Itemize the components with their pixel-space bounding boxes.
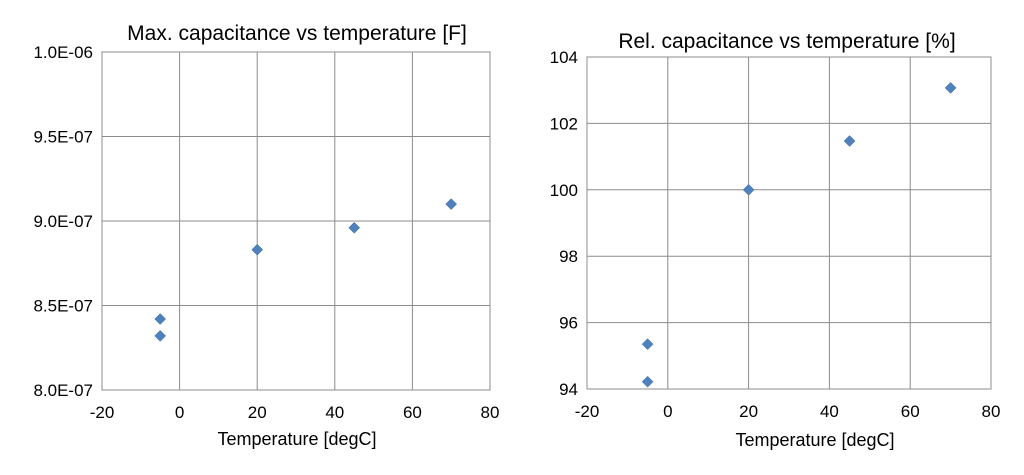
y-tick-labels: 94 96 98 100 102 104 bbox=[550, 48, 578, 399]
x-tick-labels: -20 0 20 40 60 80 bbox=[575, 402, 1001, 421]
plot-frame bbox=[586, 56, 992, 390]
data-point bbox=[843, 135, 856, 147]
data-point bbox=[742, 183, 755, 196]
y-tick-label: 104 bbox=[550, 48, 578, 67]
data-point bbox=[641, 375, 654, 388]
chart-title: Rel. capacitance vs temperature [%] bbox=[618, 30, 955, 53]
x-tick-labels: -20 0 20 40 60 80 bbox=[90, 403, 500, 422]
x-tick-label: 20 bbox=[739, 402, 758, 421]
data-point bbox=[944, 82, 957, 94]
data-points bbox=[154, 198, 458, 342]
y-tick-label: 8.0E-07 bbox=[33, 381, 93, 400]
x-tick-label: 80 bbox=[982, 402, 1001, 421]
x-tick-label: -20 bbox=[90, 403, 115, 422]
x-axis-label: Temperature [degC] bbox=[735, 430, 894, 450]
x-tick-label: 20 bbox=[248, 403, 267, 422]
plot-frame bbox=[101, 51, 491, 391]
x-tick-label: 40 bbox=[325, 403, 344, 422]
data-point bbox=[154, 313, 167, 325]
y-tick-label: 100 bbox=[550, 181, 578, 200]
y-tick-label: 9.5E-07 bbox=[33, 128, 93, 147]
x-tick-label: 60 bbox=[403, 403, 422, 422]
grid bbox=[586, 56, 992, 390]
chart-rel-capacitance: Rel. capacitance vs temperature [%] -20 0… bbox=[550, 30, 1001, 450]
x-tick-label: -20 bbox=[575, 402, 600, 421]
y-tick-label: 102 bbox=[550, 114, 578, 133]
y-tick-label: 98 bbox=[559, 247, 578, 266]
chart-max-capacitance: Max. capacitance vs temperature [F] -20 0… bbox=[33, 22, 499, 449]
data-point bbox=[348, 221, 361, 234]
data-point bbox=[445, 198, 458, 210]
x-tick-label: 80 bbox=[481, 403, 500, 422]
x-tick-label: 0 bbox=[175, 403, 184, 422]
y-tick-labels: 8.0E-07 8.5E-07 9.0E-07 9.5E-07 1.0E-06 bbox=[33, 43, 93, 400]
data-point bbox=[154, 330, 167, 342]
y-tick-label: 94 bbox=[559, 380, 578, 399]
data-points bbox=[641, 82, 957, 388]
x-tick-label: 60 bbox=[901, 402, 920, 421]
chart-title: Max. capacitance vs temperature [F] bbox=[127, 22, 467, 45]
data-point bbox=[251, 243, 264, 256]
data-point bbox=[641, 338, 654, 351]
x-tick-label: 40 bbox=[820, 402, 839, 421]
y-tick-label: 96 bbox=[559, 314, 578, 333]
y-tick-label: 1.0E-06 bbox=[33, 43, 93, 62]
x-tick-label: 0 bbox=[663, 402, 672, 421]
x-axis-label: Temperature [degC] bbox=[217, 429, 376, 449]
y-tick-label: 8.5E-07 bbox=[33, 297, 93, 316]
y-tick-label: 9.0E-07 bbox=[33, 212, 93, 231]
grid bbox=[101, 51, 491, 391]
